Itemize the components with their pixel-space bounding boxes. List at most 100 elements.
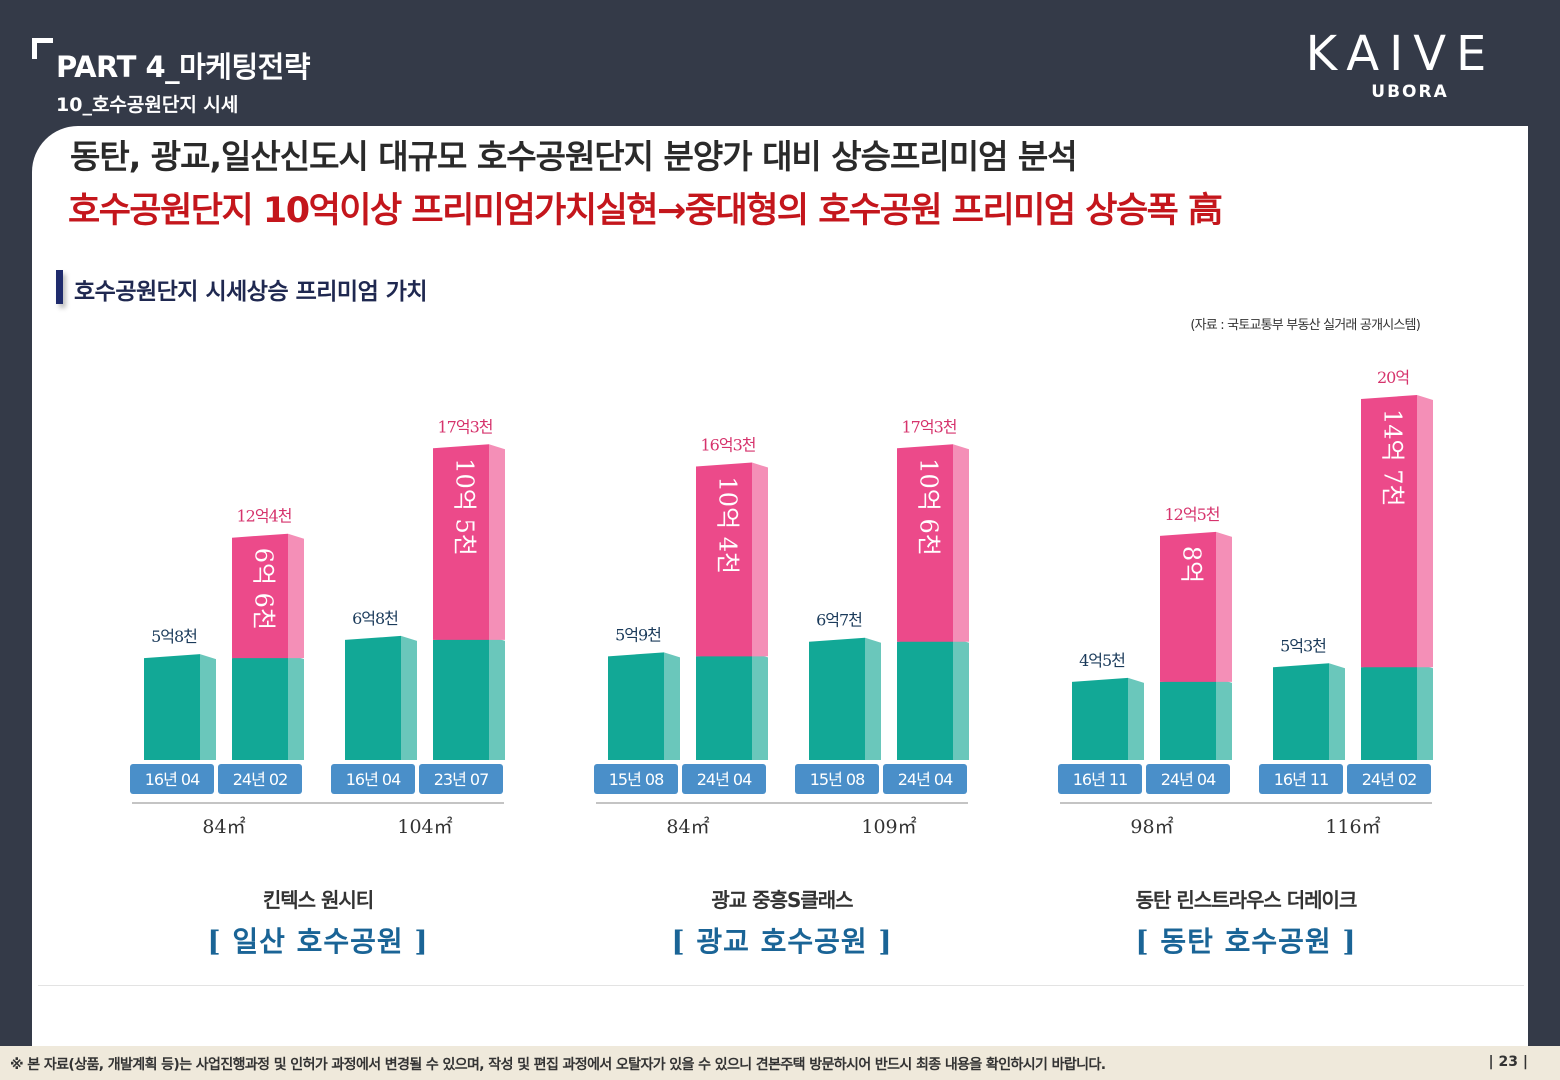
date-box	[795, 764, 879, 794]
value-label: 17억3천	[438, 417, 493, 436]
complex-location: [ 동탄 호수공원 ]	[1135, 925, 1356, 958]
value-label: 5억8천	[151, 627, 197, 646]
date-box	[594, 764, 678, 794]
bar-premium	[232, 533, 288, 659]
bar-premium-side	[288, 533, 304, 659]
bar-sale	[1072, 677, 1128, 760]
premium-label: 10억 6천	[915, 458, 943, 556]
date-label: 16년 11	[1274, 770, 1329, 789]
bar-premium	[1160, 531, 1216, 682]
bar-base-side	[288, 654, 304, 760]
value-label: 6억8천	[352, 609, 398, 628]
date-label: 24년 04	[1161, 770, 1216, 789]
unit-size-label: 104㎡	[397, 815, 452, 838]
value-label: 16억3천	[701, 436, 756, 455]
section-title: 호수공원단지 시세상승 프리미엄 가치	[74, 279, 428, 305]
unit-size-label: 116㎡	[1325, 815, 1380, 838]
bar-sale	[144, 654, 200, 760]
date-box	[1146, 764, 1230, 794]
value-label: 4억5천	[1079, 651, 1125, 670]
bar-sale	[345, 635, 401, 760]
bar-base-side	[953, 637, 969, 760]
bar-base	[433, 635, 489, 760]
premium-label: 10억 4천	[714, 477, 742, 575]
date-box	[682, 764, 766, 794]
premium-chart: 5억8천 16년 04 6억 6천 12억4천 24년 02 84㎡ 6억8천 16년 04 1…	[130, 368, 1433, 958]
footer-disclaimer: ※ 본 자료(상품, 개발계획 등)는 사업진행과정 및 인허가 과정에서 변경…	[10, 1057, 1106, 1073]
bar-sale-side	[1128, 677, 1144, 760]
bar-base-side	[1216, 677, 1232, 760]
bar-premium-side	[489, 444, 505, 640]
part-title: PART 4_마케팅전략	[56, 50, 311, 84]
value-label: 17억3천	[902, 417, 957, 436]
bar-base	[1160, 677, 1216, 760]
bar-premium-side	[1417, 395, 1433, 668]
value-label: 12억4천	[237, 507, 292, 526]
value-label: 5억3천	[1280, 636, 1326, 655]
date-box	[1058, 764, 1142, 794]
premium-label: 8억	[1178, 546, 1206, 583]
date-label: 24년 04	[898, 770, 953, 789]
bar-premium	[1361, 395, 1417, 668]
bar-premium	[433, 444, 489, 640]
complex-name: 동탄 린스트라우스 더레이크	[1136, 888, 1357, 912]
date-label: 16년 04	[145, 770, 200, 789]
value-label: 12억5천	[1165, 505, 1220, 524]
value-label: 20억	[1377, 368, 1409, 387]
bar-sale	[1273, 663, 1329, 760]
date-label: 16년 11	[1073, 770, 1128, 789]
date-label: 24년 04	[697, 770, 752, 789]
bar-base-side	[1417, 663, 1433, 760]
bar-base	[1361, 663, 1417, 760]
complex-name: 광교 중흥S클래스	[711, 888, 853, 912]
premium-label: 10억 5천	[451, 458, 479, 556]
headline: 동탄, 광교,일산신도시 대규모 호수공원단지 분양가 대비 상승프리미엄 분석	[70, 137, 1078, 176]
bar-sale-side	[401, 635, 417, 760]
page-number: | 23 |	[1488, 1054, 1528, 1070]
date-label: 24년 02	[1362, 770, 1417, 789]
complex-location: [ 일산 호수공원 ]	[207, 925, 428, 958]
bar-sale-side	[200, 654, 216, 760]
date-label: 24년 02	[233, 770, 288, 789]
bar-sale-side	[1329, 663, 1345, 760]
date-box	[1347, 764, 1431, 794]
date-box	[419, 764, 503, 794]
date-box	[883, 764, 967, 794]
date-box	[130, 764, 214, 794]
date-box	[1259, 764, 1343, 794]
unit-size-label: 84㎡	[666, 815, 709, 838]
brand-name: KAIVE	[1306, 26, 1497, 82]
divider	[38, 985, 1524, 986]
bar-base	[232, 654, 288, 760]
bar-sale	[608, 652, 664, 760]
complex-location: [ 광교 호수공원 ]	[671, 925, 892, 958]
bar-premium-side	[752, 462, 768, 657]
bar-sale	[809, 637, 865, 760]
bar-base	[897, 637, 953, 760]
date-label: 15년 08	[609, 770, 664, 789]
value-label: 6억7천	[816, 611, 862, 630]
part-subtitle: 10_호수공원단지 시세	[56, 94, 239, 116]
footer: ※ 본 자료(상품, 개발계획 등)는 사업진행과정 및 인허가 과정에서 변경…	[0, 1046, 1560, 1080]
unit-size-label: 84㎡	[202, 815, 245, 838]
bar-base-side	[489, 635, 505, 760]
brand-logo: KAIVE UBORA	[1306, 26, 1497, 102]
premium-label: 14억 7천	[1379, 409, 1407, 507]
section-marker	[56, 270, 63, 304]
bar-premium	[696, 462, 752, 657]
date-box	[218, 764, 302, 794]
date-label: 23년 07	[434, 770, 489, 789]
date-label: 15년 08	[810, 770, 865, 789]
bar-base-side	[752, 652, 768, 760]
value-label: 5억9천	[615, 625, 661, 644]
bar-sale-side	[865, 637, 881, 760]
bar-premium-side	[953, 444, 969, 642]
bar-premium-side	[1216, 531, 1232, 682]
bar-base	[696, 652, 752, 760]
unit-size-label: 109㎡	[861, 815, 916, 838]
premium-label: 6억 6천	[250, 548, 278, 630]
complex-name: 킨텍스 원시티	[263, 888, 373, 912]
date-box	[331, 764, 415, 794]
source-note: (자료 : 국토교통부 부동산 실거래 공개시스템)	[1190, 318, 1420, 333]
unit-size-label: 98㎡	[1130, 815, 1173, 838]
